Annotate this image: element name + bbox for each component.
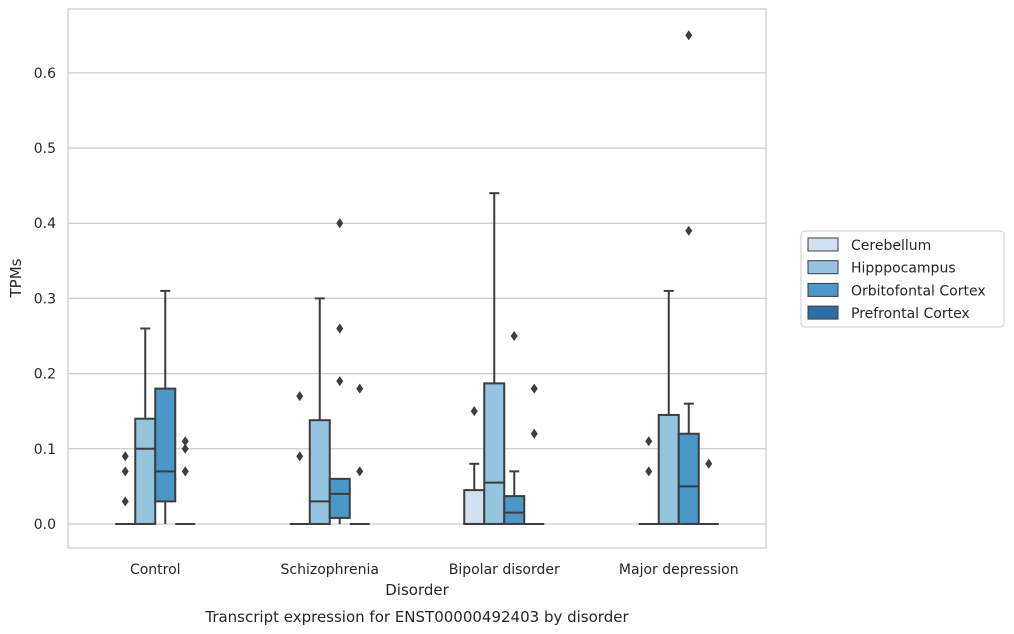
y-tick-label: 0.5 <box>34 141 56 157</box>
box <box>134 327 157 525</box>
box <box>328 218 351 524</box>
outlier-point <box>645 466 653 477</box>
legend-swatch <box>807 282 839 297</box>
outlier-point <box>685 225 693 236</box>
outlier-point <box>356 466 364 477</box>
outlier-point <box>530 428 538 439</box>
box-body <box>463 489 486 525</box>
outlier-point <box>296 451 304 462</box>
legend-label: Orbitofontal Cortex <box>851 283 986 299</box>
box-body <box>677 432 700 525</box>
x-tick-label: Control <box>130 562 181 578</box>
outlier-point <box>181 443 189 454</box>
box <box>463 406 486 525</box>
outlier-point <box>181 466 189 477</box>
box <box>503 331 526 525</box>
x-axis-ticks: Control Schizophrenia Bipolar disorder Majo… <box>130 562 739 578</box>
box-body <box>308 419 331 525</box>
y-tick-label: 0.6 <box>34 66 56 82</box>
outlier-point <box>181 436 189 447</box>
series-prefrontal-cortex <box>175 383 719 525</box>
box <box>308 297 331 525</box>
series-cerebellum <box>115 391 659 525</box>
outlier-point <box>296 391 304 402</box>
box-body <box>134 417 157 525</box>
box <box>638 436 659 525</box>
outlier-point <box>685 30 693 41</box>
outlier-point <box>530 383 538 394</box>
series-orbitofontal-cortex <box>154 30 700 525</box>
y-axis-label: TPMs <box>7 258 25 298</box>
outlier-point <box>121 496 129 507</box>
box <box>349 383 370 525</box>
outlier-point <box>356 383 364 394</box>
outlier-point <box>121 451 129 462</box>
legend-label: Cerebellum <box>851 238 931 254</box>
box-body <box>154 387 177 503</box>
y-tick-label: 0.3 <box>34 291 56 307</box>
x-axis-label: Disorder <box>385 581 449 599</box>
outlier-point <box>645 436 653 447</box>
box <box>524 383 545 525</box>
box <box>698 458 719 525</box>
box-body <box>328 477 351 519</box>
outlier-point <box>705 458 713 469</box>
x-tick-label: Major depression <box>619 562 739 578</box>
plot-area-frame <box>67 8 767 549</box>
legend-swatch <box>807 237 839 252</box>
outlier-point <box>336 323 344 334</box>
legend: Cerebellum Hipppocampus Orbitofontal Corte… <box>800 230 1005 328</box>
box-body <box>483 382 506 525</box>
chart-caption: Transcript expression for ENST0000049240… <box>204 608 629 626</box>
y-tick-label: 0.0 <box>34 517 56 533</box>
box <box>154 289 177 524</box>
outlier-point <box>510 331 518 342</box>
box-body <box>657 413 680 525</box>
legend-frame <box>800 230 1005 328</box>
box <box>289 391 310 525</box>
box <box>175 436 196 525</box>
y-tick-label: 0.1 <box>34 442 56 458</box>
legend-label: Hipppocampus <box>851 261 956 277</box>
x-tick-label: Bipolar disorder <box>449 562 560 578</box>
legend-swatch <box>807 260 839 275</box>
outlier-point <box>336 218 344 229</box>
outlier-point <box>121 466 129 477</box>
outlier-point <box>336 376 344 387</box>
y-axis-ticks: 0.0 0.1 0.2 0.3 0.4 0.5 0.6 <box>34 66 56 533</box>
y-tick-label: 0.4 <box>34 216 56 232</box>
box <box>677 30 700 525</box>
legend-label: Prefrontal Cortex <box>851 306 970 322</box>
outlier-point <box>470 406 478 417</box>
box-series <box>115 30 719 525</box>
box <box>657 289 680 525</box>
box <box>483 192 506 525</box>
box <box>115 451 136 525</box>
y-tick-label: 0.2 <box>34 367 56 383</box>
x-tick-label: Schizophrenia <box>281 562 379 578</box>
box-body <box>503 495 526 525</box>
legend-swatch <box>807 305 839 320</box>
series-hipppocampus <box>134 192 680 525</box>
